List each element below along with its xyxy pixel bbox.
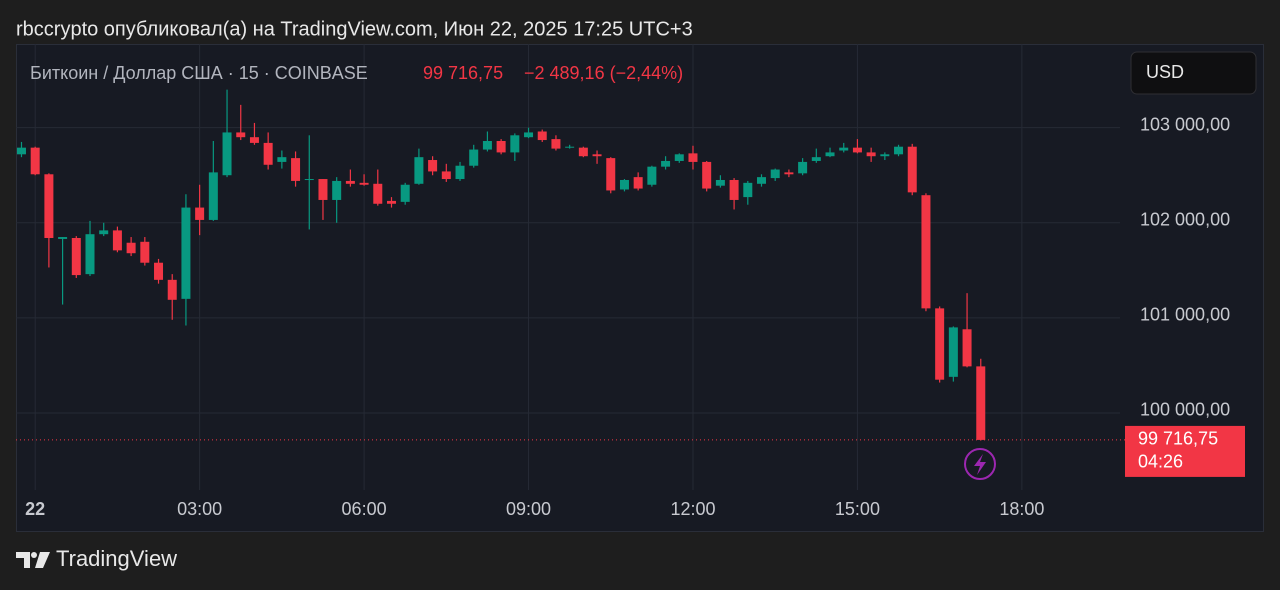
candle-body [332, 180, 342, 200]
candle-body [263, 142, 273, 165]
candle-body [798, 161, 808, 174]
change: −2 489,16 (−2,44%) [524, 63, 683, 83]
candle-body [277, 157, 287, 162]
currency-button[interactable] [1130, 51, 1257, 95]
header: rbccrypto опубликовал(а) на TradingView.… [16, 18, 693, 40]
x-tick-label: 15:00 [835, 499, 880, 519]
candle-body [743, 182, 753, 198]
y-tick-label: 100 000,00 [1140, 400, 1230, 420]
candle-body [496, 140, 506, 153]
candle-body [633, 177, 643, 189]
chart-panel [16, 44, 1264, 532]
symbol: Биткоин / Доллар США · 15 · COINBASE [30, 63, 368, 83]
candle-body [510, 135, 520, 153]
candle-body [825, 152, 835, 157]
candle-body [784, 172, 794, 175]
candle-body [606, 158, 616, 191]
candle-body [58, 237, 68, 239]
candle-body [715, 179, 725, 186]
candle-body [811, 157, 821, 161]
candle-body [619, 179, 629, 190]
candle-body [154, 262, 164, 280]
countdown: 04:26 [1138, 452, 1183, 472]
candle-body [839, 147, 849, 151]
candle-body [674, 154, 684, 161]
candle-body [208, 172, 218, 220]
candle-body [894, 146, 904, 155]
candle-body [729, 179, 739, 200]
currency: USD [1146, 62, 1184, 82]
candle-body [688, 153, 698, 162]
candle-body [373, 183, 383, 204]
candle-body [345, 180, 355, 184]
candle-body [85, 234, 95, 275]
candles [16, 89, 986, 441]
candle-body [304, 179, 314, 181]
x-tick-label: 22 [25, 499, 45, 519]
candle-body [195, 207, 205, 220]
candle-body [249, 137, 259, 143]
candle-body [948, 327, 958, 377]
candle-body [578, 147, 588, 157]
candle-body [907, 146, 917, 193]
candle-body [921, 195, 931, 309]
last-price-label: 99 716,75 [1138, 429, 1218, 449]
x-tick-label: 18:00 [999, 499, 1044, 519]
candle-body [962, 329, 972, 367]
candle-body [414, 157, 424, 184]
x-tick-label: 03:00 [177, 499, 222, 519]
candle-body [455, 165, 465, 180]
brand: TradingView [56, 546, 177, 571]
candle-body [400, 184, 410, 202]
candle-body [441, 171, 451, 180]
candle-body [537, 131, 547, 141]
candle-body [99, 230, 109, 235]
candle-body [661, 160, 671, 167]
alert-icon [964, 448, 996, 480]
candle-body [71, 237, 81, 276]
candle-body [112, 230, 122, 251]
y-tick-label: 102 000,00 [1140, 210, 1230, 230]
candle-body [935, 308, 945, 380]
candle-body [16, 147, 26, 155]
x-tick-label: 12:00 [670, 499, 715, 519]
candle-body [126, 242, 136, 254]
candle-body [482, 140, 492, 150]
candle-body [852, 147, 862, 153]
y-tick-label: 101 000,00 [1140, 305, 1230, 325]
candle-body [167, 279, 177, 300]
candle-body [880, 154, 890, 157]
candle-body [318, 179, 328, 200]
candle-body [44, 174, 54, 238]
candle-body [469, 149, 479, 166]
candle-body [976, 366, 986, 440]
candle-body [565, 146, 575, 148]
candle-body [236, 132, 246, 138]
candle-body [140, 241, 150, 263]
logo [16, 552, 50, 568]
candle-body [592, 154, 602, 157]
candle-body [291, 158, 301, 181]
candle-body [428, 160, 438, 172]
candle-body [866, 152, 876, 157]
candle-body [757, 177, 767, 184]
candle-body [30, 147, 40, 175]
candle-body [386, 200, 396, 204]
candle-body [359, 182, 369, 185]
last-price: 99 716,75 [423, 63, 503, 83]
candle-body [647, 166, 657, 185]
candle-body [181, 207, 191, 299]
candle-body [222, 132, 232, 176]
x-tick-label: 06:00 [342, 499, 387, 519]
candle-body [551, 139, 561, 149]
last-price-box [1125, 425, 1245, 477]
candle-body [770, 169, 780, 179]
x-tick-label: 09:00 [506, 499, 551, 519]
y-tick-label: 103 000,00 [1140, 114, 1230, 134]
candle-body [524, 132, 534, 138]
candle-body [702, 161, 712, 189]
